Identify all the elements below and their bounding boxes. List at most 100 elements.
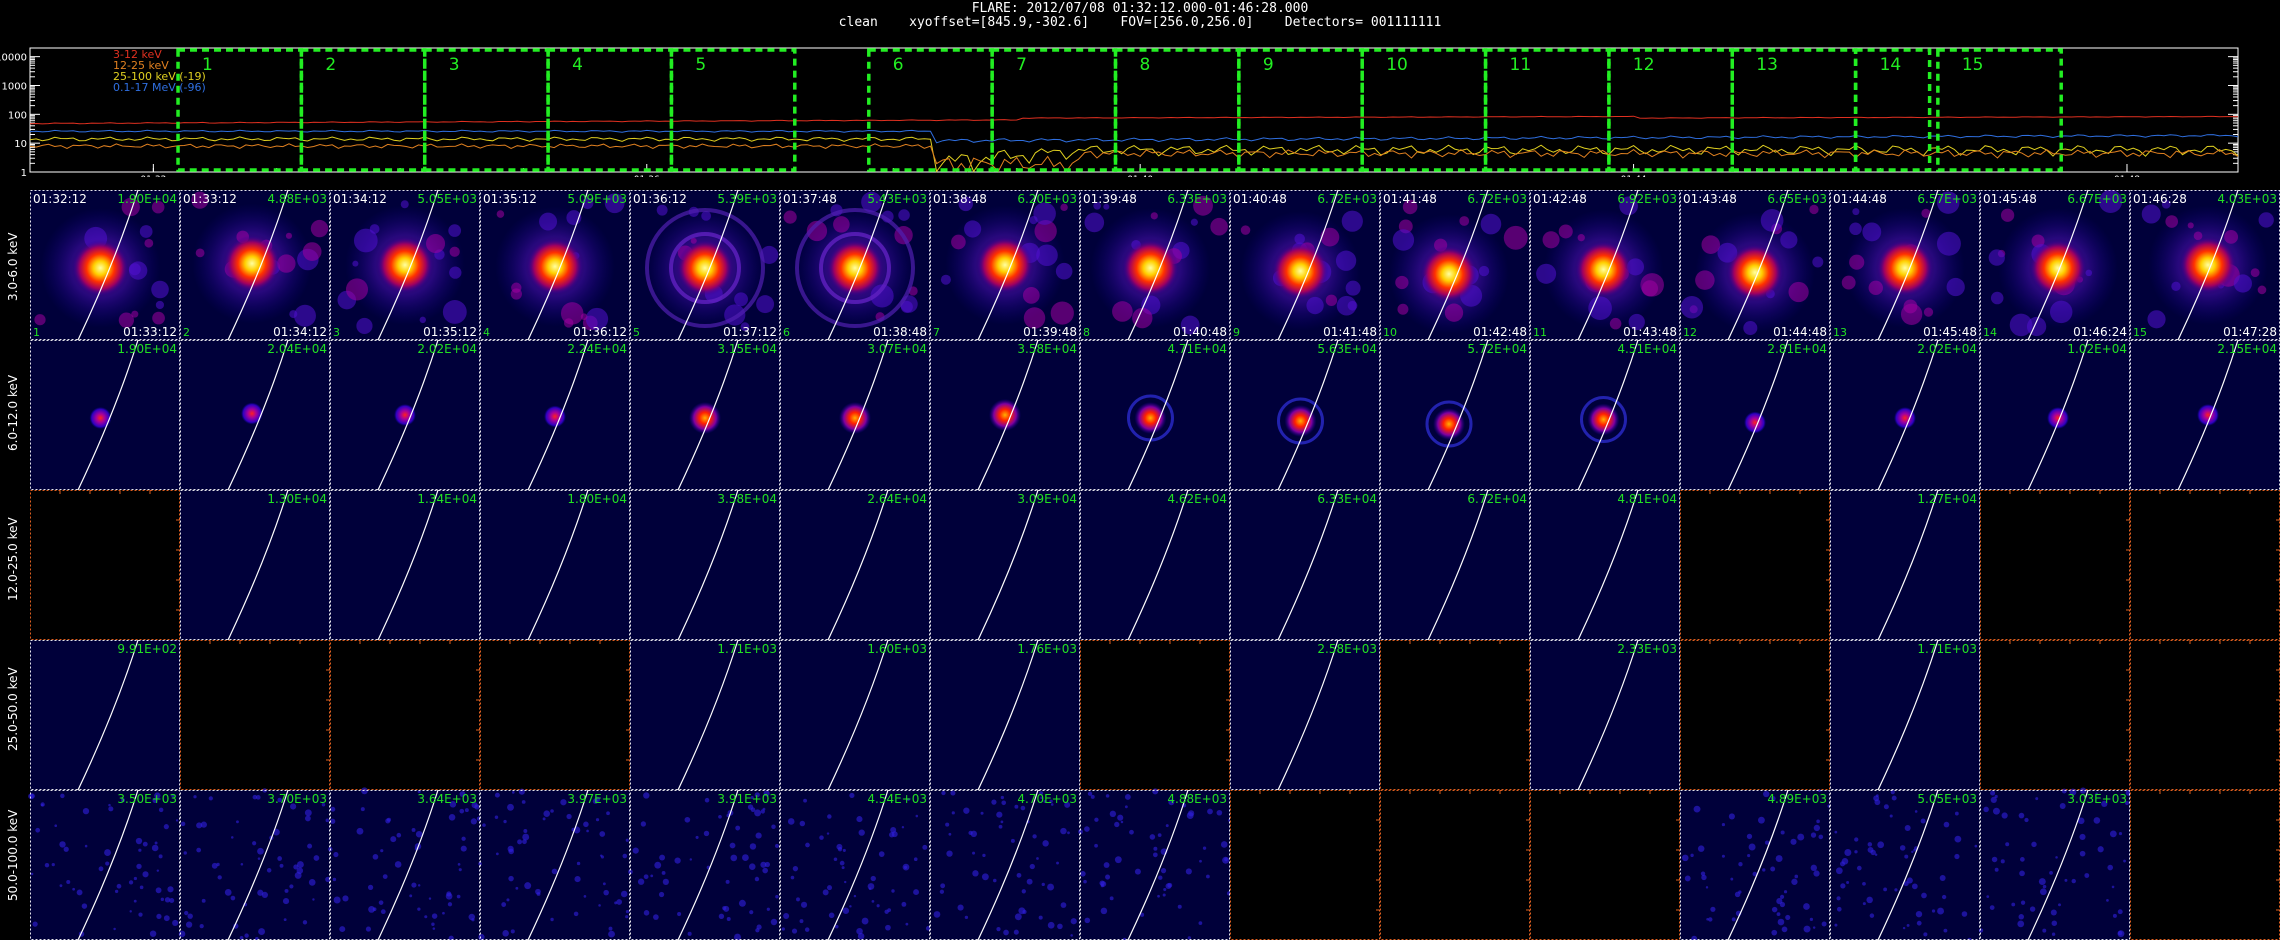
source-blob — [1575, 241, 1632, 298]
noise-speckle — [1060, 902, 1067, 908]
noise-blob — [1336, 295, 1357, 316]
noise-speckle — [2024, 817, 2029, 823]
noise-blob — [1946, 277, 1965, 297]
solar-limb-arc — [2027, 189, 2089, 341]
noise-speckle — [614, 901, 618, 905]
noise-speckle — [521, 800, 526, 804]
source-blob — [72, 240, 129, 296]
peak-value: 3.64E+03 — [417, 792, 477, 806]
empty-panel-axes — [180, 640, 330, 790]
image-panel: 5.63E+04 — [1230, 339, 1380, 491]
noise-speckle — [1731, 917, 1736, 922]
noise-speckle — [1087, 791, 1093, 796]
lc-xtick-label: 01:48 — [2114, 175, 2140, 177]
image-panel: 6.72E+03 01:40:48 01:41:48 9 — [1230, 189, 1380, 341]
noise-speckle — [828, 912, 835, 919]
empty-panel — [2130, 640, 2280, 790]
interval-index: 13 — [1833, 326, 1847, 339]
panel-background — [930, 490, 1080, 640]
interval-index: 8 — [1083, 326, 1090, 339]
noise-blob — [604, 193, 625, 214]
noise-speckle — [2079, 850, 2086, 857]
noise-blob — [1480, 213, 1502, 235]
noise-speckle — [1738, 862, 1743, 867]
noise-speckle — [1747, 854, 1751, 858]
noise-speckle — [2111, 885, 2115, 889]
end-time: 01:47:28 — [2223, 325, 2277, 339]
noise-speckle — [1100, 907, 1108, 915]
noise-blob — [734, 292, 749, 307]
noise-speckle — [507, 803, 514, 811]
noise-speckle — [277, 797, 282, 803]
noise-speckle — [82, 807, 90, 815]
panel-frame — [330, 490, 480, 640]
noise-speckle — [152, 797, 158, 803]
noise-speckle — [1117, 814, 1124, 821]
noise-speckle — [1090, 794, 1095, 799]
noise-speckle — [2055, 856, 2058, 859]
solar-limb-arc — [2177, 189, 2239, 341]
noise-blob — [353, 228, 378, 253]
noise-speckle — [662, 878, 669, 885]
image-panel: 1.27E+04 — [1830, 489, 1980, 641]
noise-speckle — [442, 911, 445, 915]
noise-speckle — [1047, 921, 1055, 929]
noise-speckle — [1014, 913, 1022, 921]
peak-value: 1.90E+04 — [117, 342, 177, 356]
peak-value: 9.91E+02 — [117, 642, 177, 656]
noise-speckle — [1906, 877, 1913, 884]
noise-speckle — [1862, 881, 1866, 886]
noise-speckle — [396, 832, 402, 838]
noise-speckle — [1877, 841, 1885, 849]
noise-speckle — [1994, 794, 1998, 799]
energy-band-label: 12.0-25.0 keV — [6, 517, 20, 601]
lc-interval-label: 8 — [1139, 55, 1150, 75]
noise-speckle — [756, 924, 762, 930]
image-panel: 1.76E+03 — [930, 639, 1080, 791]
noise-speckle — [330, 806, 336, 812]
noise-speckle — [1105, 874, 1111, 880]
noise-speckle — [1157, 894, 1160, 898]
noise-speckle — [81, 903, 88, 909]
noise-blob — [585, 307, 609, 331]
panel-frame — [1080, 340, 1230, 490]
noise-speckle — [760, 861, 767, 868]
noise-speckle — [114, 889, 119, 894]
noise-speckle — [1198, 921, 1203, 925]
noise-speckle — [518, 788, 525, 795]
panel-frame — [780, 490, 930, 640]
panel-background — [1530, 640, 1680, 790]
noise-blob — [310, 219, 329, 238]
noise-speckle — [738, 899, 746, 907]
noise-speckle — [1124, 794, 1131, 800]
solar-limb-arc — [1877, 639, 1939, 791]
noise-speckle — [1854, 837, 1859, 842]
noise-speckle — [659, 854, 666, 861]
peak-value: 6.57E+03 — [1917, 192, 1977, 206]
noise-speckle — [1124, 805, 1128, 809]
noise-blob — [1341, 210, 1363, 232]
image-panel: 5.72E+04 — [1380, 339, 1530, 491]
peak-value: 3.09E+04 — [1017, 492, 1077, 506]
noise-speckle — [199, 923, 204, 929]
noise-speckle — [183, 851, 187, 855]
noise-speckle — [573, 911, 579, 917]
noise-speckle — [1705, 886, 1709, 889]
noise-speckle — [321, 803, 326, 807]
noise-speckle — [255, 795, 261, 800]
noise-speckle — [342, 895, 349, 902]
noise-speckle — [1991, 856, 1998, 863]
noise-speckle — [139, 885, 144, 890]
noise-speckle — [1994, 867, 1999, 872]
noise-speckle — [1920, 818, 1926, 824]
noise-speckle — [494, 815, 499, 820]
empty-panel — [1680, 640, 1830, 790]
solar-limb-arc — [1877, 189, 1939, 341]
noise-speckle — [1954, 835, 1962, 843]
panel-background — [1230, 490, 1380, 640]
noise-speckle — [2124, 800, 2130, 806]
empty-panel-axes — [1680, 640, 1830, 790]
noise-speckle — [1050, 803, 1054, 806]
noise-speckle — [1790, 838, 1797, 845]
noise-speckle — [799, 919, 804, 924]
